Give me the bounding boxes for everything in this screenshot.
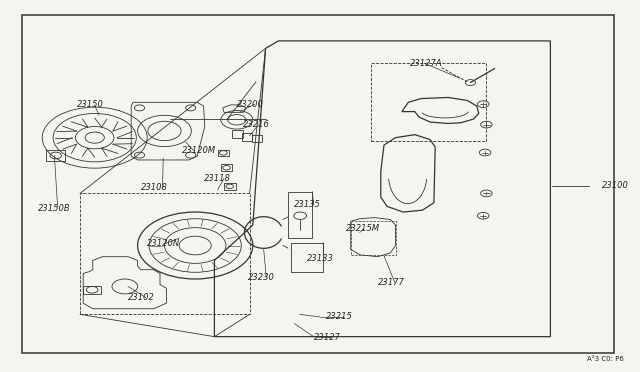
Text: 23215M: 23215M [346, 224, 380, 233]
Text: 23177: 23177 [378, 278, 404, 287]
Bar [232, 130, 243, 138]
Bar [218, 150, 229, 156]
Bar [291, 243, 323, 272]
Text: 23100: 23100 [602, 182, 628, 190]
Bar [252, 135, 262, 142]
Bar [351, 221, 396, 255]
Text: 23108: 23108 [141, 183, 168, 192]
Text: 23120N: 23120N [147, 239, 180, 248]
Text: 23200: 23200 [237, 100, 264, 109]
Text: 23120M: 23120M [182, 146, 216, 155]
Text: 23216: 23216 [243, 120, 270, 129]
Bar [288, 192, 312, 238]
Text: 23102: 23102 [128, 293, 155, 302]
Text: 23118: 23118 [204, 174, 230, 183]
Text: 23150B: 23150B [38, 204, 71, 213]
Text: 23215: 23215 [326, 312, 353, 321]
Bar [224, 183, 236, 190]
Bar [46, 150, 65, 161]
Text: 23230: 23230 [248, 273, 275, 282]
Text: A²3 C0: P6: A²3 C0: P6 [587, 356, 624, 362]
Bar [83, 286, 101, 294]
Bar [242, 133, 252, 141]
Bar [371, 63, 486, 141]
Text: 23135: 23135 [294, 200, 321, 209]
Text: 23150: 23150 [77, 100, 104, 109]
Bar [221, 164, 232, 171]
Text: 23133: 23133 [307, 254, 334, 263]
Bar [80, 193, 250, 314]
Text: 23127A: 23127A [410, 59, 442, 68]
Text: 23127: 23127 [314, 333, 340, 342]
